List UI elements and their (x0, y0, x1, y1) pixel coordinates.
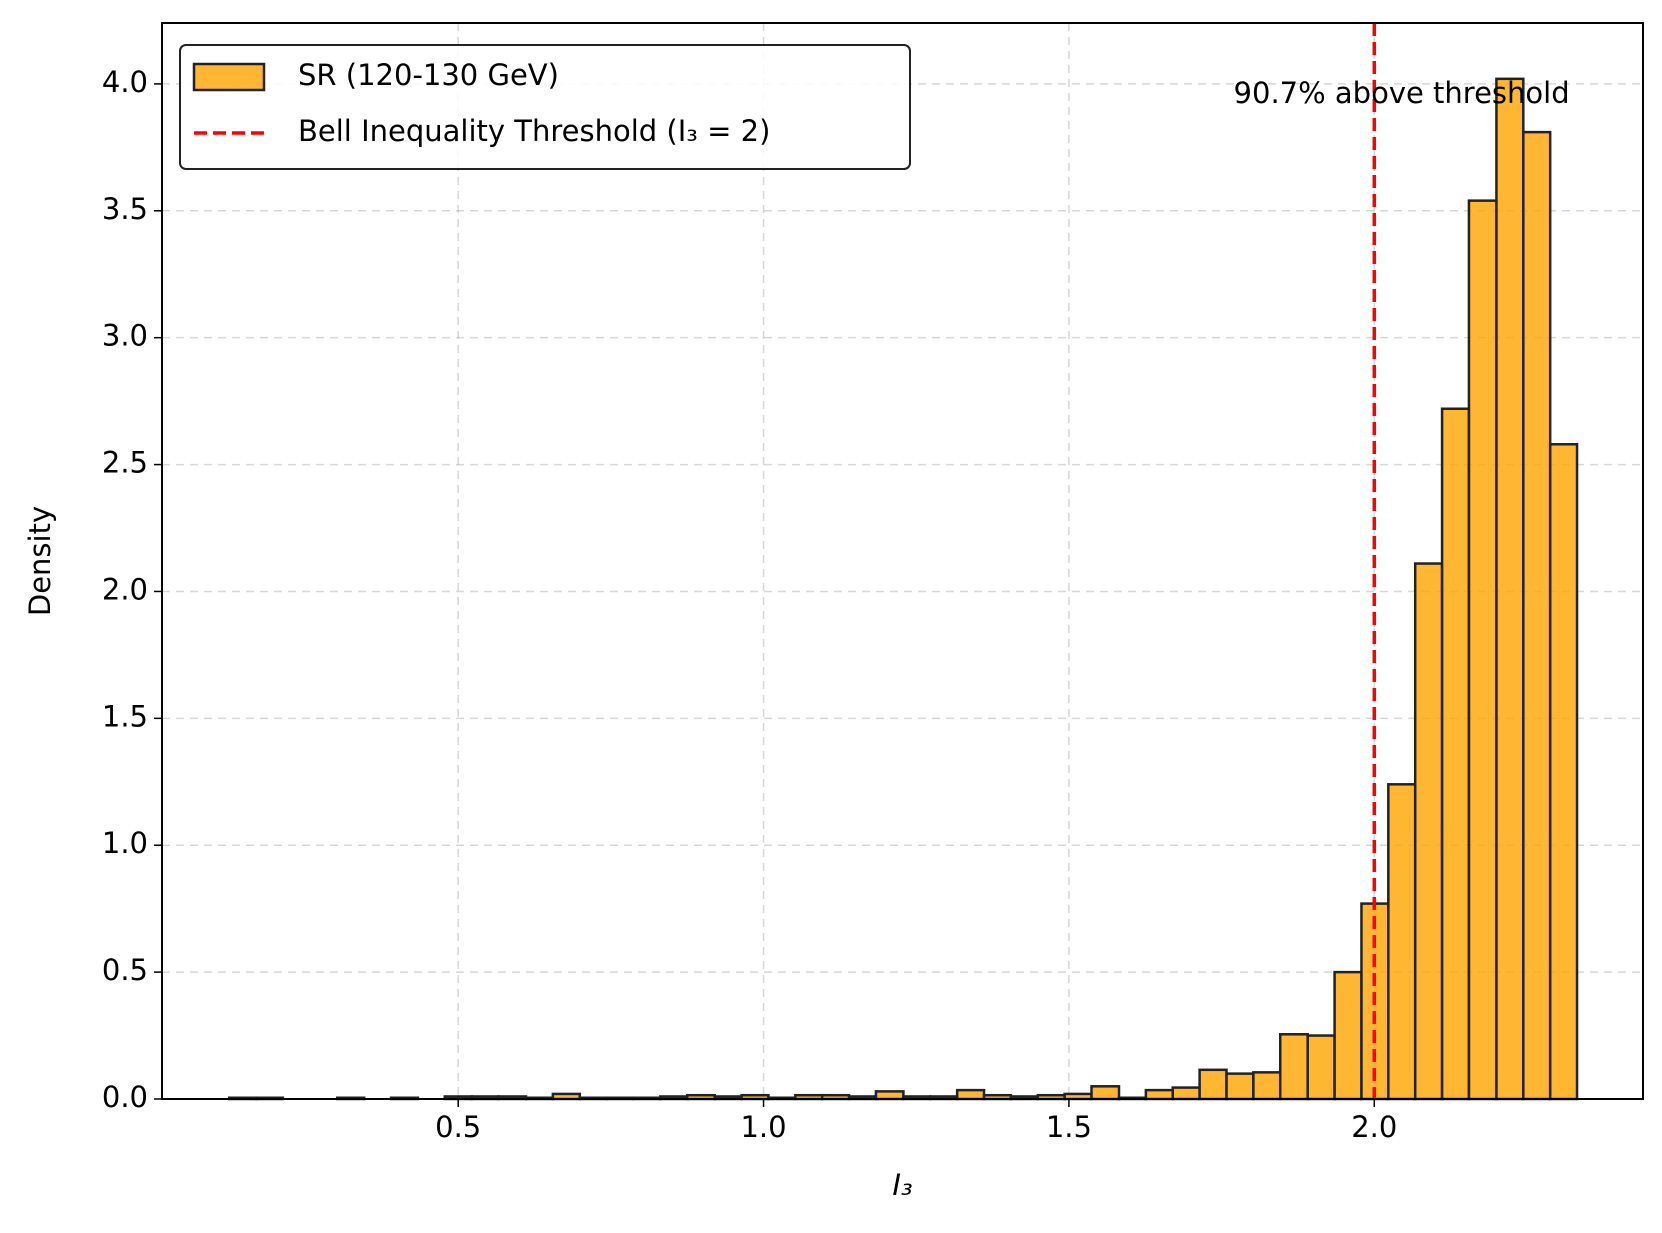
bar (1090, 1085, 1121, 1101)
y-tick-label: 2.5 (102, 446, 148, 480)
legend-box (179, 44, 911, 170)
bar (955, 1088, 986, 1101)
bar (1306, 1034, 1336, 1101)
bar (1522, 130, 1552, 1101)
bar (1252, 1071, 1282, 1101)
y-tick-label: 0.0 (102, 1080, 148, 1114)
bar (1144, 1088, 1174, 1101)
y-tick-label: 3.5 (102, 192, 148, 226)
y-tick-label: 1.0 (102, 826, 148, 860)
bar (874, 1090, 905, 1101)
bar (1495, 77, 1525, 1101)
y-tick-label: 3.0 (102, 319, 148, 353)
annotation: 90.7% above threshold (1234, 76, 1570, 110)
bar (1198, 1068, 1228, 1101)
x-axis-label: I₃ (892, 1168, 912, 1202)
bar (1387, 783, 1417, 1101)
y-axis-label: Density (23, 506, 57, 616)
y-tick-label: 4.0 (102, 65, 148, 99)
legend-label: Bell Inequality Threshold (I₃ = 2) (298, 114, 770, 148)
legend-swatch (192, 62, 266, 92)
x-tick-label: 2.0 (1351, 1110, 1397, 1144)
y-tick-label: 0.5 (102, 953, 148, 987)
x-tick-label: 1.5 (1046, 1110, 1092, 1144)
bar (1333, 970, 1363, 1101)
x-tick-label: 0.5 (435, 1110, 481, 1144)
bar (1225, 1072, 1255, 1101)
y-tick-label: 1.5 (102, 699, 148, 733)
legend-label: SR (120-130 GeV) (298, 58, 559, 92)
bar (1548, 443, 1579, 1101)
x-tick-label: 1.0 (740, 1110, 786, 1144)
bar (1278, 1033, 1309, 1101)
legend: SR (120-130 GeV) Bell Inequality Threshol… (179, 44, 911, 170)
bar (1440, 407, 1471, 1101)
y-tick-label: 2.0 (102, 572, 148, 606)
bar (1171, 1086, 1201, 1101)
bar (1467, 199, 1498, 1101)
bar (1413, 562, 1444, 1101)
axes-frame (161, 22, 1644, 1100)
